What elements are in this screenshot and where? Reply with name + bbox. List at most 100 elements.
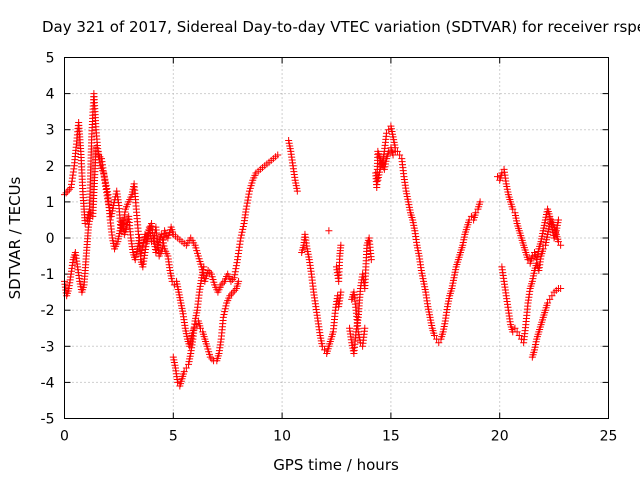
data-point: [180, 368, 188, 376]
data-point: [244, 196, 252, 204]
data-point: [204, 266, 212, 274]
data-point: [367, 256, 375, 264]
data-point: [389, 151, 397, 159]
data-point: [546, 295, 554, 303]
x-tick-label: 25: [600, 429, 618, 445]
data-point: [337, 288, 345, 296]
data-point: [243, 202, 251, 210]
data-point: [511, 324, 519, 332]
data-point: [554, 216, 562, 224]
data-point: [182, 364, 190, 372]
series-sat-k: [494, 165, 562, 267]
data-point: [200, 263, 208, 271]
data-point: [274, 151, 282, 159]
data-point: [230, 274, 238, 282]
data-point: [237, 231, 245, 239]
data-point: [546, 220, 554, 228]
series-sat-l: [498, 216, 565, 347]
y-tick-label: 4: [46, 87, 55, 103]
data-point: [385, 147, 393, 155]
data-point: [64, 187, 72, 195]
data-point: [103, 188, 111, 196]
series-sat-c: [137, 223, 243, 365]
x-axis-label: GPS time / hours: [273, 456, 399, 474]
data-point: [235, 277, 243, 285]
chart-title: Day 321 of 2017, Sidereal Day-to-day VTE…: [42, 18, 640, 36]
x-tick-label: 5: [169, 429, 178, 445]
data-point: [476, 198, 484, 206]
data-point: [101, 175, 109, 183]
data-point: [383, 129, 391, 137]
data-point: [539, 245, 547, 253]
data-point: [159, 239, 167, 247]
data-point: [81, 220, 89, 228]
data-point: [237, 234, 245, 242]
y-tick-labels: -5 -4 -3 -2 -1 0 1 2 3 4 5: [41, 51, 55, 428]
data-point: [243, 199, 251, 207]
data-point: [325, 227, 333, 235]
data-point: [232, 262, 240, 270]
data-point: [548, 292, 556, 300]
data-points: [61, 90, 565, 390]
y-tick-label: 0: [46, 231, 55, 247]
series-sat-b: [61, 144, 144, 300]
data-point: [160, 242, 168, 250]
data-point: [219, 279, 227, 287]
data-point: [103, 184, 111, 192]
x-tick-label: 10: [273, 429, 291, 445]
y-tick-label: 5: [46, 51, 55, 67]
data-point: [245, 190, 253, 198]
series-sat-j: [374, 144, 399, 184]
data-point: [229, 276, 237, 284]
x-tick-label: 0: [60, 429, 69, 445]
data-point: [174, 378, 182, 386]
x-tick-labels: 0 5 10 15 20 25: [60, 429, 617, 445]
data-point: [100, 172, 108, 180]
data-point: [554, 238, 562, 246]
data-point: [494, 173, 502, 181]
data-point: [221, 305, 229, 313]
data-point: [515, 331, 523, 339]
series-sat-a: [61, 90, 282, 296]
data-point: [206, 268, 214, 276]
y-tick-label: -3: [41, 339, 55, 355]
y-tick-label: -2: [41, 303, 55, 319]
data-point: [544, 299, 552, 307]
data-point: [467, 212, 475, 220]
x-tick-label: 20: [491, 429, 509, 445]
series-sat-h: [348, 288, 369, 350]
data-point: [102, 178, 110, 186]
y-tick-label: 3: [46, 123, 55, 139]
data-point: [231, 268, 239, 276]
data-point: [136, 234, 144, 242]
data-point: [233, 259, 241, 267]
data-point: [557, 241, 565, 249]
data-point: [232, 265, 240, 273]
data-point: [293, 187, 301, 195]
data-point: [219, 313, 227, 321]
data-point: [239, 225, 247, 233]
data-point: [244, 193, 252, 201]
y-axis-label: SDTVAR / TECUs: [6, 176, 24, 299]
data-point: [231, 286, 239, 294]
data-point: [100, 169, 108, 177]
data-point: [217, 281, 225, 289]
y-tick-label: 1: [46, 195, 55, 211]
y-tick-label: -4: [41, 375, 55, 391]
data-point: [509, 205, 517, 213]
y-tick-label: 2: [46, 159, 55, 175]
data-point: [102, 181, 110, 189]
data-point: [239, 222, 247, 230]
data-point: [229, 288, 237, 296]
data-point: [65, 185, 73, 193]
series-sat-m: [528, 285, 565, 361]
y-tick-label: -5: [41, 412, 55, 428]
y-tick-label: -1: [41, 267, 55, 283]
data-point: [92, 144, 100, 152]
series-sat-d: [169, 263, 208, 390]
data-point: [220, 311, 228, 319]
data-point: [238, 228, 246, 236]
data-point: [227, 277, 235, 285]
series-sat-f: [298, 227, 345, 358]
plot-frame: [64, 57, 609, 419]
